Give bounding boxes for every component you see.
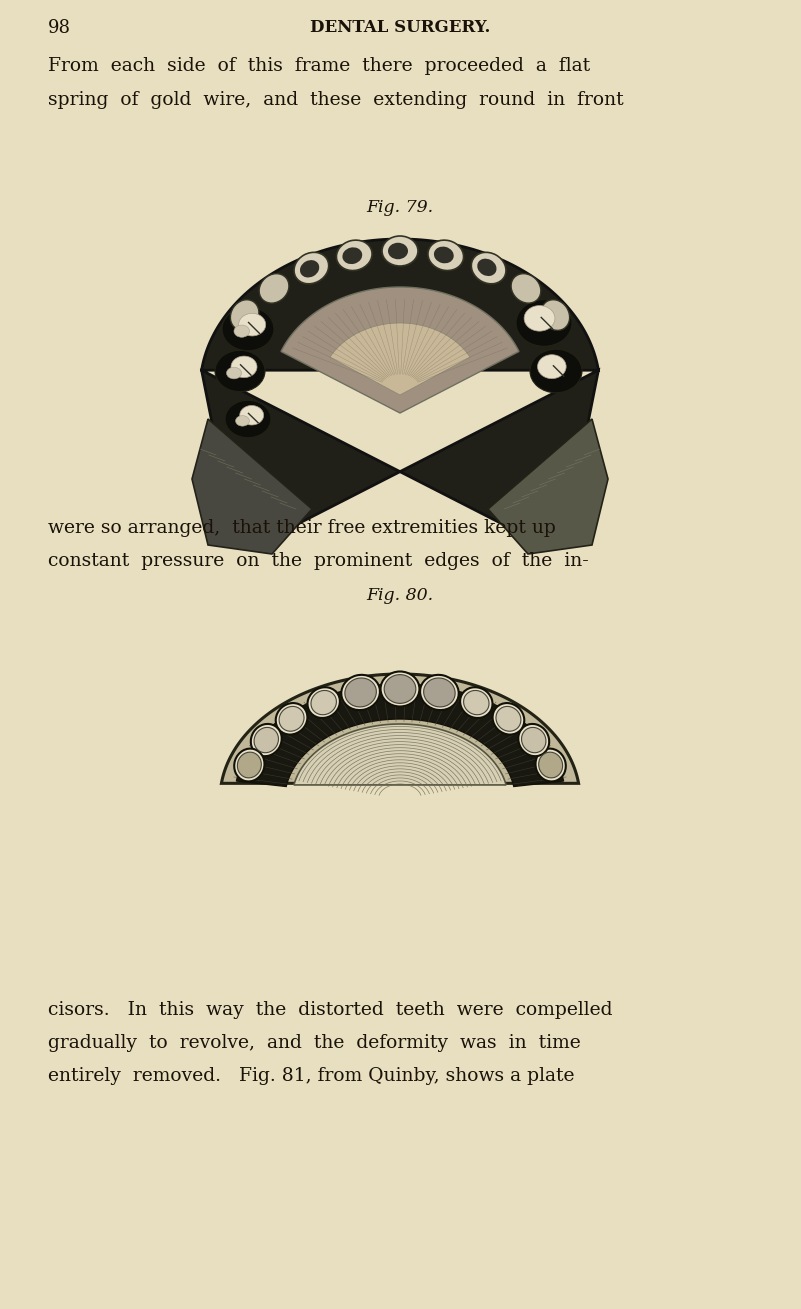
Ellipse shape [464,690,489,715]
Ellipse shape [518,724,549,757]
Ellipse shape [536,749,566,781]
Polygon shape [330,323,470,395]
Ellipse shape [388,242,408,259]
Ellipse shape [434,246,453,263]
Text: constant  pressure  on  the  prominent  edges  of  the  in-: constant pressure on the prominent edges… [48,552,589,569]
Ellipse shape [222,308,274,351]
Polygon shape [488,419,608,554]
Text: DENTAL SURGERY.: DENTAL SURGERY. [310,20,490,37]
Ellipse shape [382,236,418,266]
Text: From  each  side  of  this  frame  there  proceeded  a  flat: From each side of this frame there proce… [48,58,590,75]
Text: Fig. 79.: Fig. 79. [366,199,433,216]
Polygon shape [192,419,312,554]
Polygon shape [221,674,578,783]
Ellipse shape [384,674,416,703]
Ellipse shape [254,728,279,753]
Ellipse shape [496,707,521,732]
Polygon shape [281,287,519,414]
Ellipse shape [477,259,497,276]
Text: 98: 98 [48,20,71,37]
Ellipse shape [471,253,506,284]
Text: Fig. 80.: Fig. 80. [366,586,433,603]
Ellipse shape [428,240,464,271]
Ellipse shape [538,753,562,778]
Ellipse shape [521,728,546,753]
Ellipse shape [420,675,459,709]
Ellipse shape [237,753,261,778]
Ellipse shape [279,707,304,732]
Ellipse shape [516,300,572,347]
Text: spring  of  gold  wire,  and  these  extending  round  in  front: spring of gold wire, and these extending… [48,92,624,109]
Ellipse shape [336,240,372,271]
Ellipse shape [234,325,250,338]
Ellipse shape [341,675,380,709]
Ellipse shape [231,300,259,330]
Polygon shape [294,724,506,785]
Ellipse shape [380,672,420,707]
Text: entirely  removed.   Fig. 81, from Quinby, shows a plate: entirely removed. Fig. 81, from Quinby, … [48,1067,574,1085]
Ellipse shape [300,260,320,278]
Ellipse shape [234,749,264,781]
Ellipse shape [227,368,241,378]
Polygon shape [236,685,564,787]
Ellipse shape [225,401,271,437]
Ellipse shape [530,350,582,393]
Ellipse shape [294,253,328,284]
Ellipse shape [460,687,493,717]
Ellipse shape [251,724,282,757]
Ellipse shape [260,274,289,304]
Ellipse shape [239,313,266,336]
Text: cisors.   In  this  way  the  distorted  teeth  were  compelled: cisors. In this way the distorted teeth … [48,1001,613,1018]
Ellipse shape [276,703,308,734]
Ellipse shape [342,247,362,264]
Ellipse shape [493,703,525,734]
Ellipse shape [308,687,340,717]
Ellipse shape [541,300,570,330]
Text: were so arranged,  that their free extremities kept up: were so arranged, that their free extrem… [48,518,556,537]
Ellipse shape [239,406,264,425]
Ellipse shape [231,356,257,377]
Ellipse shape [235,416,249,427]
Ellipse shape [215,351,265,391]
Ellipse shape [424,678,455,707]
Ellipse shape [345,678,376,707]
Ellipse shape [511,274,541,304]
Text: gradually  to  revolve,  and  the  deformity  was  in  time: gradually to revolve, and the deformity … [48,1034,581,1052]
Ellipse shape [311,690,336,715]
Polygon shape [202,240,598,533]
Ellipse shape [537,355,566,378]
Ellipse shape [524,305,555,331]
